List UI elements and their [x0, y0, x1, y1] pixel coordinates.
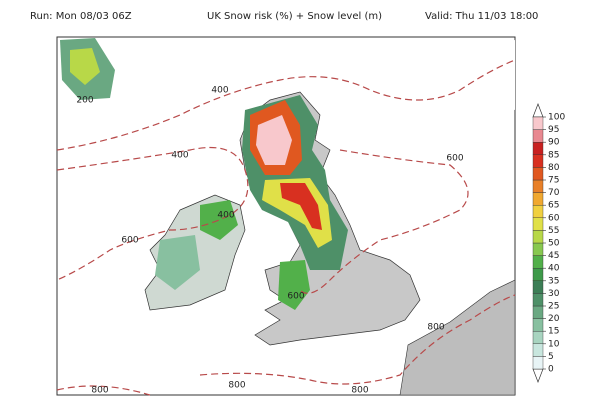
color-segment: [532, 268, 544, 282]
color-segment: [532, 129, 544, 143]
colorbar-arrow: [532, 368, 544, 383]
contour-label: 400: [217, 211, 234, 221]
color-segment: [532, 204, 544, 218]
contour-label: 800: [351, 386, 368, 396]
colorbar-tick-label: 90: [548, 138, 560, 148]
color-segment: [532, 343, 544, 357]
colorbar-tick-label: 60: [548, 213, 560, 223]
color-segment: [532, 116, 544, 130]
contour-label: 800: [228, 381, 245, 391]
colorbar-tick-label: 75: [548, 176, 559, 186]
color-segment: [532, 217, 544, 231]
colorbar-tick-label: 15: [548, 327, 559, 337]
snow-area: [70, 48, 100, 85]
color-segment: [532, 293, 544, 307]
color-segment: [532, 230, 544, 244]
scandinavia-edge: [455, 40, 515, 110]
color-segment: [532, 331, 544, 345]
color-segment: [532, 179, 544, 193]
contour-label: 400: [211, 86, 228, 96]
contour-label: 600: [446, 154, 463, 164]
contour-line: [56, 385, 151, 396]
colorbar-tick-label: 70: [548, 188, 560, 198]
contour-label: 400: [171, 151, 188, 161]
color-segment: [532, 141, 544, 155]
contour-label: 200: [76, 96, 93, 106]
snow-area: [256, 115, 292, 165]
colorbar-tick-label: 40: [548, 264, 560, 274]
map-title: UK Snow risk (%) + Snow level (m): [207, 11, 382, 22]
colorbar-tick-label: 35: [548, 276, 559, 286]
contour-label: 800: [91, 386, 108, 396]
color-segment: [532, 154, 544, 168]
color-segment: [532, 242, 544, 256]
contour-line: [299, 149, 469, 294]
snow-area: [280, 183, 322, 230]
color-segment: [532, 305, 544, 319]
continent: [399, 279, 516, 396]
colorbar: 0 5 10 15 20 25 30 35 40 45 50 55 60 65 70 75 80 85 90 95 10…: [532, 103, 565, 383]
contour-line: [56, 59, 516, 151]
color-segment: [532, 280, 544, 294]
color-segment: [532, 255, 544, 269]
colorbar-tick-label: 0: [548, 365, 554, 375]
snow-area: [262, 178, 332, 248]
color-segment: [532, 318, 544, 332]
contour-labels: 200 400 400 400 600 600 600 800 800 800 800: [76, 86, 463, 396]
run-label: Run: Mon 08/03 06Z: [30, 11, 132, 22]
valid-label: Valid: Thu 11/03 18:00: [425, 11, 538, 22]
contour-label: 800: [427, 323, 444, 333]
colorbar-arrow: [532, 103, 544, 118]
colorbar-tick-label: 100: [548, 113, 565, 123]
colorbar-tick-label: 10: [548, 339, 560, 349]
color-segment: [532, 356, 544, 370]
colorbar-tick-label: 20: [548, 314, 560, 324]
colorbar-tick-label: 85: [548, 150, 559, 160]
contour-line: [199, 294, 516, 385]
colorbar-tick-label: 55: [548, 226, 559, 236]
colorbar-tick-label: 25: [548, 302, 559, 312]
colorbar-tick-label: 80: [548, 163, 560, 173]
map: 200 400 400 400 600 600 600 800 800 800 800: [56, 36, 516, 396]
snow-area: [155, 235, 200, 290]
colorbar-tick-label: 65: [548, 201, 559, 211]
color-segment: [532, 192, 544, 206]
snow-area: [278, 260, 310, 310]
colorbar-tick-label: 95: [548, 125, 559, 135]
colorbar-tick-label: 30: [548, 289, 560, 299]
colorbar-tick-label: 45: [548, 251, 559, 261]
contour-label: 600: [121, 236, 138, 246]
contour-line: [56, 146, 249, 281]
snow-area: [200, 200, 238, 240]
colorbar-tick-label: 5: [548, 352, 554, 362]
color-segment: [532, 167, 544, 181]
colorbar-tick-label: 50: [548, 239, 560, 249]
contour-label: 600: [287, 292, 304, 302]
